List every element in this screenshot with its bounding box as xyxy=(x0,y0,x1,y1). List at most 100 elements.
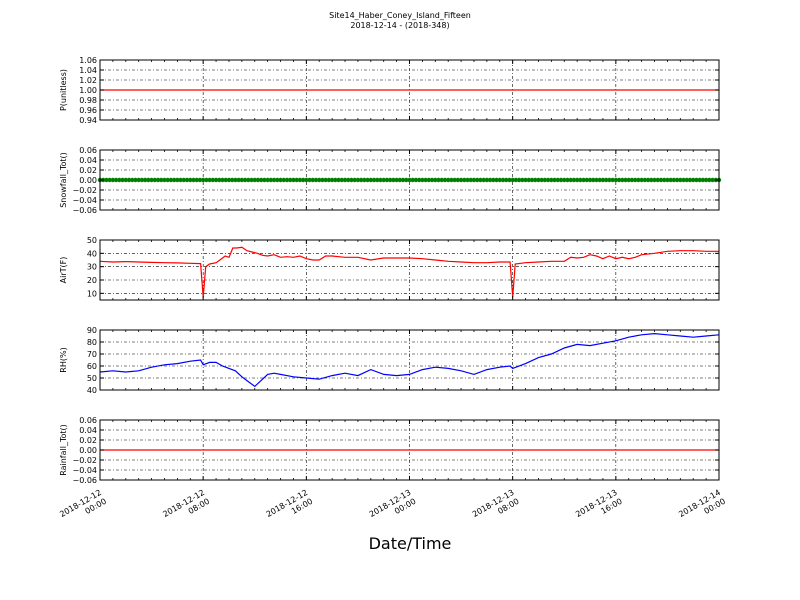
y-tick-label: 40 xyxy=(87,386,97,395)
data-point xyxy=(197,177,203,183)
data-point xyxy=(526,177,531,183)
data-point xyxy=(291,177,296,183)
y-axis-label: P(unitless) xyxy=(59,69,68,111)
data-point xyxy=(194,177,199,183)
data-point xyxy=(629,177,635,183)
data-point xyxy=(455,177,461,183)
data-point xyxy=(407,177,412,183)
y-tick-label: 60 xyxy=(87,362,97,371)
data-point xyxy=(317,177,322,183)
data-point xyxy=(423,177,428,183)
data-point xyxy=(591,177,596,183)
data-point xyxy=(707,177,712,183)
data-point xyxy=(458,177,464,183)
y-tick-label: 0.06 xyxy=(79,416,97,425)
data-point xyxy=(258,177,264,183)
data-point xyxy=(207,177,212,183)
data-point xyxy=(549,177,554,183)
data-point xyxy=(200,177,206,183)
data-point xyxy=(236,177,241,183)
data-point xyxy=(404,177,409,183)
data-point xyxy=(300,177,306,183)
data-point xyxy=(462,177,467,183)
data-point xyxy=(687,177,693,183)
y-tick-label: 80 xyxy=(87,338,97,347)
data-point xyxy=(520,177,525,183)
y-tick-label: −0.06 xyxy=(72,206,97,215)
data-point xyxy=(239,177,245,183)
data-point xyxy=(449,177,454,183)
data-point xyxy=(378,177,383,183)
y-tick-label: 0.00 xyxy=(79,446,97,455)
data-point xyxy=(329,177,335,183)
y-tick-label: 0.00 xyxy=(79,176,97,185)
data-point xyxy=(355,177,361,183)
data-point xyxy=(452,177,457,183)
data-point xyxy=(204,177,209,183)
data-point xyxy=(391,177,396,183)
y-tick-label: 1.04 xyxy=(79,66,97,75)
data-point xyxy=(558,177,564,183)
y-tick-label: 0.96 xyxy=(79,106,97,115)
data-point xyxy=(120,177,125,183)
data-point xyxy=(146,177,151,183)
data-point xyxy=(181,177,187,183)
data-point xyxy=(594,177,599,183)
data-point xyxy=(397,177,403,183)
data-point xyxy=(117,177,122,183)
data-point xyxy=(536,177,541,183)
y-tick-label: −0.04 xyxy=(72,196,97,205)
series-line xyxy=(99,332,720,388)
x-tick-label: 2018-12-1300:00 xyxy=(368,488,418,528)
y-tick-label: 1.06 xyxy=(79,56,97,65)
data-point xyxy=(246,177,251,183)
data-point xyxy=(562,177,567,183)
data-point xyxy=(613,177,619,183)
data-point xyxy=(342,177,348,183)
data-point xyxy=(607,177,612,183)
y-tick-label: 40 xyxy=(87,249,97,258)
data-point xyxy=(481,177,486,183)
data-point xyxy=(191,177,196,183)
data-point xyxy=(691,177,696,183)
data-point xyxy=(578,177,583,183)
data-point xyxy=(649,177,654,183)
data-point xyxy=(297,177,303,183)
data-point xyxy=(665,177,670,183)
data-point xyxy=(213,177,219,183)
data-point xyxy=(545,177,551,183)
data-point xyxy=(384,177,390,183)
data-point xyxy=(697,177,702,183)
data-point xyxy=(294,177,299,183)
data-point xyxy=(349,177,354,183)
x-tick-label: 2018-12-1200:00 xyxy=(58,488,108,528)
data-point xyxy=(420,177,425,183)
data-point xyxy=(533,177,538,183)
data-point xyxy=(107,177,112,183)
data-point xyxy=(603,177,609,183)
data-point xyxy=(152,177,158,183)
data-point xyxy=(504,177,509,183)
data-point xyxy=(226,177,232,183)
data-point xyxy=(184,177,190,183)
data-point xyxy=(336,177,341,183)
data-point xyxy=(233,177,238,183)
data-point xyxy=(610,177,615,183)
data-point xyxy=(500,177,506,183)
data-point xyxy=(600,177,606,183)
data-point xyxy=(275,177,280,183)
data-point xyxy=(478,177,483,183)
data-point xyxy=(513,177,519,183)
y-tick-label: 90 xyxy=(87,326,97,335)
series-line xyxy=(99,246,719,298)
data-point xyxy=(655,177,660,183)
y-tick-label: −0.02 xyxy=(72,186,97,195)
y-tick-label: 1.00 xyxy=(79,86,97,95)
data-point xyxy=(339,177,344,183)
data-point xyxy=(217,177,222,183)
y-tick-label: 0.94 xyxy=(79,116,97,125)
data-point xyxy=(159,177,164,183)
data-point xyxy=(494,177,499,183)
data-point xyxy=(632,177,638,183)
